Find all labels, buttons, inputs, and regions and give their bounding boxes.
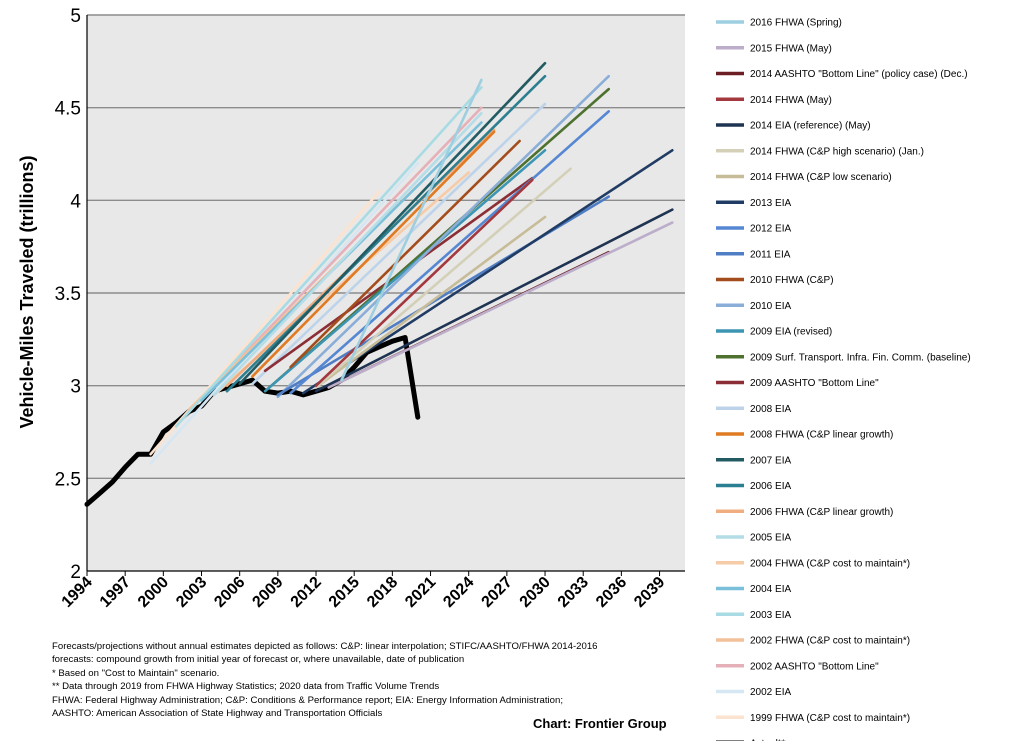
- forecast-series-line: [314, 215, 547, 389]
- x-tick-label: 1994: [59, 574, 96, 611]
- legend-label: 2004 FHWA (C&P cost to maintain*): [750, 558, 910, 569]
- legend-label: 2002 EIA: [750, 687, 791, 698]
- forecast-series-line: [314, 178, 534, 388]
- forecast-series-line: [174, 86, 483, 428]
- legend-label: 2005 EIA: [750, 533, 791, 544]
- forecast-series-line: [251, 130, 496, 378]
- legend-label: 2003 EIA: [750, 610, 791, 621]
- legend-label: 2007 EIA: [750, 455, 791, 466]
- footnote-line: AASHTO: American Association of State Hi…: [52, 708, 383, 720]
- y-tick-label: 5: [70, 6, 81, 27]
- legend-label: 2006 EIA: [750, 481, 791, 492]
- forecast-series-line: [314, 167, 572, 389]
- x-tick-label: 2000: [135, 574, 172, 611]
- legend-label: 2009 AASHTO "Bottom Line": [750, 378, 879, 389]
- forecast-series-line: [263, 149, 547, 393]
- x-tick-label: 2030: [517, 574, 554, 611]
- x-tick-label: 2027: [479, 574, 516, 611]
- y-tick-labels: 2 2.5 3 3.5 4 4.5 5: [55, 6, 82, 583]
- axes: [86, 15, 685, 576]
- legend-label: 1999 FHWA (C&P cost to maintain*): [750, 713, 910, 724]
- x-tick-label: 1997: [97, 574, 134, 611]
- legend-label: 2013 EIA: [750, 198, 791, 209]
- footnote-line: forecasts: compound growth from initial …: [52, 654, 465, 666]
- x-tick-labels: 1994 1997 2000 2003 2006 2009 2012 2015 2018 2021…: [59, 574, 669, 611]
- legend-label: 2010 FHWA (C&P): [750, 275, 834, 286]
- legend-label: 2015 FHWA (May): [750, 43, 832, 54]
- x-tick-label: 2039: [631, 574, 668, 611]
- footnote-line: Forecasts/projections without annual est…: [52, 641, 598, 652]
- legend-label: 2014 FHWA (May): [750, 95, 832, 106]
- forecast-series-line: [212, 111, 483, 397]
- legend-label: 2011 EIA: [750, 249, 791, 260]
- x-tick-label: 2033: [555, 574, 592, 611]
- legend-label: 2009 Surf. Transport. Infra. Fin. Comm. …: [750, 352, 971, 363]
- x-tick-label: 2036: [593, 574, 630, 611]
- legend-label: 2006 FHWA (C&P linear growth): [750, 507, 893, 518]
- legend-label: 2009 EIA (revised): [750, 327, 832, 338]
- footnote-line: FHWA: Federal Highway Administration; C&…: [52, 694, 563, 706]
- x-tick-label: 2006: [211, 574, 248, 611]
- legend-label: 2014 FHWA (C&P low scenario): [750, 172, 892, 183]
- legend-label: 2008 EIA: [750, 404, 791, 415]
- x-tick-label: 2021: [402, 574, 439, 611]
- forecast-series-line: [251, 102, 547, 386]
- x-tick-label: 2018: [364, 574, 401, 611]
- chart-credit: Chart: Frontier Group: [533, 716, 667, 731]
- legend-label: 2010 EIA: [750, 301, 791, 312]
- legend-label: Actual**: [750, 739, 786, 741]
- forecast-series-line: [225, 74, 547, 393]
- legend-label: 2014 AASHTO "Bottom Line" (policy case) …: [750, 69, 968, 80]
- y-tick-label: 4: [70, 191, 81, 212]
- y-tick-label: 4.5: [55, 99, 81, 120]
- legend-label: 2014 FHWA (C&P high scenario) (Jan.): [750, 146, 924, 157]
- forecast-series-line: [340, 78, 483, 382]
- x-tick-label: 2003: [173, 574, 210, 611]
- y-tick-label: 2.5: [55, 469, 81, 490]
- footnote-line: ** Data through 2019 from FHWA Highway S…: [52, 681, 440, 693]
- x-tick-label: 2009: [249, 574, 286, 611]
- x-tick-label: 2024: [440, 574, 477, 611]
- legend-label: 2004 EIA: [750, 584, 791, 595]
- forecast-series-line: [238, 61, 547, 386]
- legend: 2016 FHWA (Spring) 2015 FHWA (May) 2014 AA…: [716, 18, 971, 741]
- legend-label: 2002 AASHTO "Bottom Line": [750, 661, 879, 672]
- actual-series-line: [84, 335, 421, 507]
- series-lines: [84, 61, 674, 507]
- y-axis-label: Vehicle-Miles Traveled (trillions): [17, 155, 37, 428]
- forecast-series-line: [276, 74, 611, 399]
- legend-label: 2012 EIA: [750, 224, 791, 235]
- footnotes: Forecasts/projections without annual est…: [52, 640, 692, 720]
- x-tick-label: 2012: [288, 574, 325, 611]
- footnote-line: * Based on "Cost to Maintain" scenario.: [52, 667, 220, 679]
- legend-label: 2014 EIA (reference) (May): [750, 121, 871, 132]
- forecast-series-line: [289, 110, 611, 395]
- y-tick-label: 3.5: [55, 284, 81, 305]
- x-tick-label: 2015: [326, 574, 363, 611]
- y-tick-label: 2: [70, 562, 81, 583]
- legend-label: 2016 FHWA (Spring): [750, 18, 842, 29]
- forecast-series-line: [314, 208, 674, 393]
- forecast-series-line: [289, 139, 521, 369]
- legend-label: 2002 FHWA (C&P cost to maintain*): [750, 636, 910, 647]
- forecast-series-line: [327, 221, 674, 389]
- y-tick-label: 3: [70, 377, 81, 398]
- legend-label: 2008 FHWA (C&P linear growth): [750, 430, 893, 441]
